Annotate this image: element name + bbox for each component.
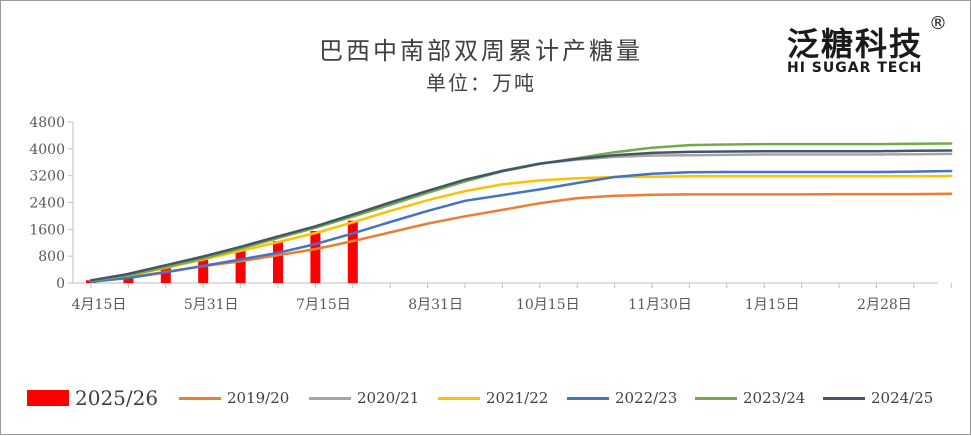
logo-name-cn: 泛糖科技	[787, 25, 924, 63]
y-tick-label: 3200	[29, 169, 65, 185]
bar-2025-26	[198, 259, 209, 283]
legend-swatch	[27, 390, 69, 406]
bar-2025-26	[123, 276, 134, 283]
chart-title: 巴西中南部双周累计产糖量	[319, 37, 643, 65]
chart-subtitle: 单位：万吨	[426, 71, 536, 95]
line-series-2023-24	[89, 142, 953, 283]
bar-2025-26	[273, 241, 283, 283]
legend-label: 2020/21	[357, 389, 420, 407]
legend-item-2023-24: 2023/24	[695, 385, 805, 411]
bar-2025-26	[235, 251, 246, 283]
legend-item-2020-21: 2020/21	[309, 385, 419, 411]
y-tick-label: 4000	[29, 142, 65, 158]
logo-registered-mark: ®	[929, 13, 947, 34]
x-tick-label: 1月15日	[745, 297, 800, 313]
legend-label: 2023/24	[743, 389, 806, 407]
y-tick-label: 0	[56, 276, 65, 292]
x-tick-label: 11月30日	[628, 297, 692, 313]
legend-swatch	[823, 396, 865, 400]
line-series-2022-23	[89, 169, 953, 283]
chart-legend: 2025/26 2019/20 2020/21 2021/22 2022/23 2023/…	[1, 385, 971, 411]
logo-name-en: HI SUGAR TECH	[787, 60, 923, 76]
bar-2025-26	[310, 231, 321, 283]
x-tick-label: 4月15日	[72, 297, 127, 313]
legend-item-2025-26: 2025/26	[27, 385, 158, 411]
y-tick-label: 1600	[29, 222, 65, 238]
y-tick-label: 4800	[29, 115, 65, 131]
legend-label: 2025/26	[75, 386, 159, 410]
legend-swatch	[567, 396, 609, 400]
legend-item-2022-23: 2022/23	[567, 385, 677, 411]
line-series-2021-22	[89, 174, 953, 283]
legend-item-2019-20: 2019/20	[179, 385, 289, 411]
y-tick-label: 2400	[29, 196, 65, 212]
x-tick-label: 5月31日	[184, 297, 239, 313]
legend-label: 2022/23	[615, 389, 678, 407]
legend-label: 2019/20	[227, 389, 290, 407]
bar-2025-26	[160, 267, 171, 283]
legend-label: 2021/22	[486, 389, 549, 407]
line-series-2019-20	[89, 192, 953, 283]
x-tick-label: 7月15日	[296, 297, 351, 313]
legend-swatch	[309, 396, 351, 400]
x-tick-label: 10月15日	[516, 297, 580, 313]
legend-item-2024-25: 2024/25	[823, 385, 933, 411]
legend-label: 2024/25	[871, 389, 934, 407]
line-series-2024-25	[89, 149, 953, 282]
bar-2025-26	[347, 220, 358, 283]
y-tick-label: 800	[38, 249, 65, 265]
legend-item-2021-22: 2021/22	[438, 385, 548, 411]
legend-swatch	[695, 396, 737, 400]
x-tick-label: 2月28日	[857, 297, 912, 313]
legend-swatch	[179, 396, 221, 400]
x-tick-label: 8月31日	[408, 297, 463, 313]
legend-swatch	[438, 396, 480, 400]
